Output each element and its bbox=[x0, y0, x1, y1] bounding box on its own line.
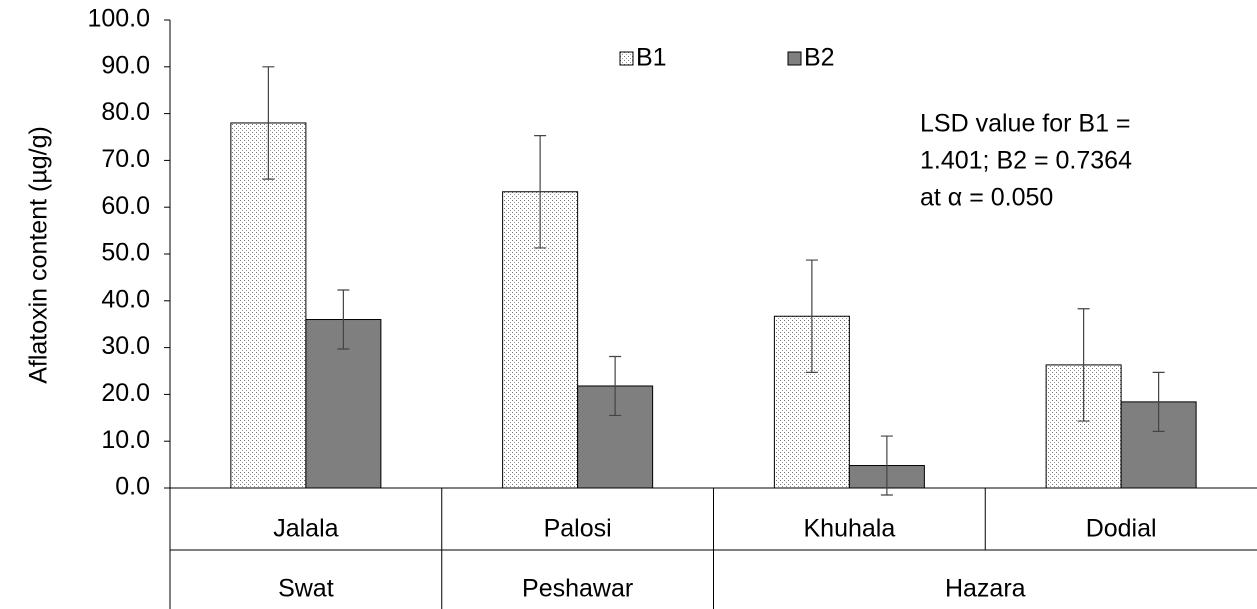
y-tick-label: 0.0 bbox=[115, 473, 150, 501]
group-label: Swat bbox=[278, 575, 334, 603]
x-tick-label: Dodial bbox=[1086, 515, 1157, 543]
legend-swatch bbox=[619, 51, 634, 66]
legend-label: B2 bbox=[804, 44, 835, 72]
error-bar bbox=[1152, 371, 1165, 432]
annotation: LSD value for B1 = bbox=[920, 110, 1131, 138]
x-tick-label: Palosi bbox=[544, 515, 612, 543]
error-bar bbox=[262, 66, 275, 180]
y-tick-label: 100.0 bbox=[87, 5, 150, 33]
y-tick-label: 40.0 bbox=[101, 285, 150, 313]
y-tick-label: 70.0 bbox=[101, 145, 150, 173]
x-tick-label: Jalala bbox=[273, 515, 338, 543]
error-bar bbox=[609, 355, 622, 417]
error-bar bbox=[805, 259, 818, 374]
y-axis-title: Aflatoxin content (µg/g) bbox=[25, 126, 53, 384]
y-tick-label: 80.0 bbox=[101, 98, 150, 126]
y-tick-label: 50.0 bbox=[101, 239, 150, 267]
annotation: at α = 0.050 bbox=[920, 184, 1053, 212]
annotation: 1.401; B2 = 0.7364 bbox=[920, 147, 1132, 175]
bar bbox=[230, 122, 307, 489]
group-label: Peshawar bbox=[522, 575, 633, 603]
error-bar bbox=[337, 289, 350, 350]
error-bar bbox=[534, 134, 547, 249]
y-tick-label: 90.0 bbox=[101, 51, 150, 79]
y-tick-label: 10.0 bbox=[101, 426, 150, 454]
y-tick-label: 60.0 bbox=[101, 192, 150, 220]
y-tick-label: 30.0 bbox=[101, 332, 150, 360]
error-bar bbox=[880, 435, 893, 496]
group-label: Hazara bbox=[945, 575, 1026, 603]
y-tick-label: 20.0 bbox=[101, 379, 150, 407]
legend-label: B1 bbox=[636, 44, 667, 72]
legend-swatch bbox=[787, 51, 802, 66]
error-bar bbox=[1077, 308, 1090, 422]
x-tick-label: Khuhala bbox=[804, 515, 896, 543]
